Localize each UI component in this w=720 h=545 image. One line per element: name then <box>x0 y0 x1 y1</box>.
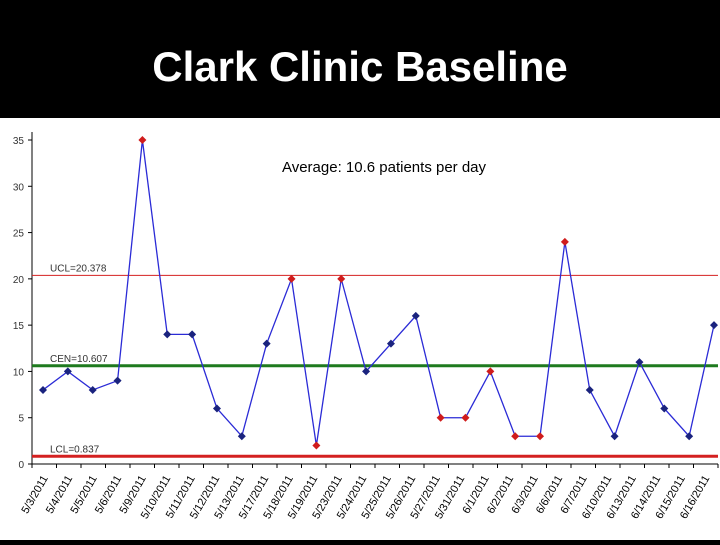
data-point <box>88 385 97 394</box>
data-point-flagged <box>511 432 520 441</box>
control-chart: 0 5 10 15 20 25 30 35 5/3/20115/4/20115/5/20115… <box>13 132 719 521</box>
series-line <box>42 139 715 446</box>
data-point <box>188 330 197 339</box>
slide-title: Clark Clinic Baseline <box>152 43 568 90</box>
data-point <box>113 376 122 385</box>
data-point-flagged <box>287 274 296 283</box>
data-point <box>710 321 718 330</box>
data-point-flagged <box>486 367 495 376</box>
chart-panel: 0 5 10 15 20 25 30 35 5/3/2011 5/4/2011 5/5/2011 5… <box>0 118 720 540</box>
average-annotation: Average: 10.6 patients per day <box>282 159 487 176</box>
y-axis: 0 5 10 15 20 25 30 35 <box>13 132 33 471</box>
data-point <box>411 311 420 320</box>
data-point-flagged <box>436 413 445 422</box>
data-point-flagged <box>560 237 569 246</box>
control-line-label-ucl: UCL=20.378 <box>50 263 107 274</box>
y-tick-label: 25 <box>13 229 25 240</box>
x-axis: 5/3/20115/4/20115/5/20115/6/20115/9/2011… <box>19 463 719 521</box>
data-point <box>39 385 47 394</box>
control-lines: UCL=20.378 CEN=10.607 LCL=0.837 <box>32 263 718 458</box>
data-point <box>585 385 594 394</box>
y-tick-label: 10 <box>13 367 25 378</box>
data-point <box>237 432 246 441</box>
data-point <box>262 339 271 348</box>
title-bar: Clark Clinic Baseline <box>0 0 720 118</box>
data-point <box>685 432 694 441</box>
data-point <box>660 404 669 413</box>
data-point <box>610 432 619 441</box>
y-tick-label: 5 <box>18 414 24 425</box>
data-point-flagged <box>138 136 147 144</box>
y-tick-label: 15 <box>13 321 25 332</box>
data-point-flagged <box>461 413 470 422</box>
data-point-flagged <box>312 441 321 450</box>
y-tick-label: 0 <box>18 460 24 471</box>
data-point <box>212 404 221 413</box>
data-point <box>362 367 371 376</box>
control-line-label-cen: CEN=10.607 <box>50 354 108 365</box>
data-point <box>386 339 395 348</box>
data-series <box>39 136 718 450</box>
data-point-flagged <box>337 274 346 283</box>
data-point <box>63 367 72 376</box>
data-point-flagged <box>536 432 545 441</box>
control-line-label-lcl: LCL=0.837 <box>50 444 100 455</box>
y-tick-label: 35 <box>13 136 25 147</box>
y-tick-label: 30 <box>13 182 25 193</box>
data-point <box>163 330 172 339</box>
data-point <box>635 358 644 367</box>
y-tick-label: 20 <box>13 275 25 286</box>
